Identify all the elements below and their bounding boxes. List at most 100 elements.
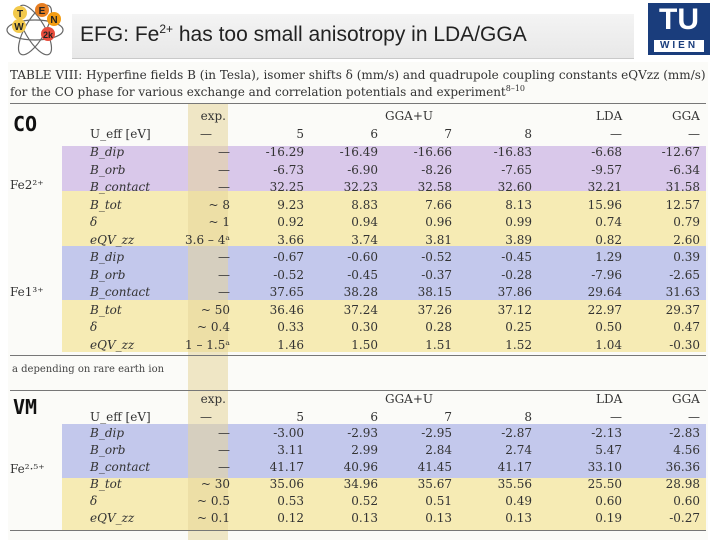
co-phase-label: CO: [13, 112, 38, 136]
co-row-value: -9.57: [591, 162, 622, 177]
vm-row-value: 40.96: [343, 460, 378, 474]
co-row-value: 38.15: [417, 285, 452, 299]
title-bar: EFG: Fe2+ has too small anisotropy in LD…: [72, 14, 634, 59]
vm-row-value: 41.17: [269, 460, 304, 474]
co-row-label: B_dip: [90, 250, 125, 264]
vm-row-value: -2.93: [347, 426, 378, 440]
co-row-label: eQV_zz: [90, 232, 135, 247]
vm-row-label: B_contact: [90, 460, 151, 474]
co-row-value: 0.92: [277, 215, 304, 229]
co-row-label: δ: [90, 215, 98, 229]
co-row-label: B_contact: [90, 180, 151, 194]
tu-logo-text: TU: [659, 3, 699, 36]
vm-total-band: [62, 478, 706, 530]
co-row-value: 3.66: [277, 232, 304, 247]
co-row-value: 0.33: [277, 320, 304, 334]
vm-row-value: 5.47: [595, 443, 622, 457]
vm-header-gga-u: GGA+U: [385, 392, 434, 406]
vm-row-value: 0.19: [595, 511, 622, 525]
wien2k-atom-logo: T E N W 2k: [6, 3, 64, 56]
co-row-value: -2.65: [669, 267, 700, 282]
co-fe1-orbital-band: [62, 246, 706, 300]
vm-row-label: B_tot: [90, 477, 122, 491]
vm-header-lda: LDA: [596, 392, 623, 406]
vm-row-value: 0.51: [425, 494, 452, 508]
vm-orbital-band: [62, 424, 706, 478]
co-header-gga-dash: —: [688, 127, 700, 141]
vm-row-label: B_orb: [90, 443, 126, 457]
title-prefix: EFG: Fe: [80, 23, 160, 46]
co-header-lda-dash: —: [610, 127, 622, 141]
vm-row-value: -2.13: [591, 426, 622, 440]
title-suffix: has too small anisotropy in LDA/GGA: [173, 23, 527, 46]
co-row-value: 31.58: [665, 180, 700, 194]
co-row-value: 15.96: [587, 197, 622, 212]
vm-row-value: -2.87: [501, 426, 532, 440]
co-row-value: -12.67: [661, 145, 700, 159]
co-row-exp: —: [218, 285, 230, 299]
co-row-exp: ~ 1: [208, 215, 230, 229]
vm-row-value: 0.49: [505, 494, 532, 508]
table-caption: TABLE VIII: Hyperfine fields B (in Tesla…: [10, 68, 706, 99]
logo-letter-w: W: [14, 22, 24, 33]
vm-row-exp: —: [218, 460, 230, 474]
vm-row-value: 0.13: [425, 511, 452, 525]
vm-row-value: 41.17: [497, 460, 532, 474]
vm-row-value: 3.11: [277, 443, 304, 457]
co-header-gga: GGA: [672, 109, 700, 123]
vm-row-value: 28.98: [665, 477, 700, 491]
co-row-value: 8.13: [505, 197, 532, 212]
co-row-label: B_orb: [90, 267, 126, 282]
vm-header-ueff: U_eff [eV]: [90, 410, 151, 424]
co-row-value: 32.21: [587, 180, 622, 194]
co-row-label: eQV_zz: [90, 337, 135, 352]
slide-title: EFG: Fe2+ has too small anisotropy in LD…: [80, 22, 527, 47]
experiment-column-highlight: [188, 104, 228, 540]
footnote: a depending on rare earth ion: [12, 364, 165, 375]
co-row-value: 3.81: [425, 232, 452, 247]
co-row-value: -6.68: [591, 145, 622, 159]
co-row-value: 1.04: [595, 337, 622, 352]
co-row-value: -16.29: [265, 145, 304, 159]
co-row-value: 7.66: [425, 197, 452, 212]
vm-row-exp: ~ 0.1: [197, 511, 230, 525]
co-group-fe2: Fe2²⁺: [10, 178, 44, 192]
co-header-u-8: 8: [524, 127, 532, 141]
vm-header-u-5: 5: [296, 410, 304, 424]
vm-row-value: 0.13: [351, 511, 378, 525]
co-row-value: -0.37: [421, 267, 452, 282]
vm-row-value: 33.10: [587, 460, 622, 474]
vm-top-rule: [10, 390, 706, 391]
co-row-value: -16.66: [413, 145, 452, 159]
co-fe1-total-band: [62, 300, 706, 352]
co-row-value: -7.96: [591, 267, 622, 282]
co-row-value: 32.25: [269, 180, 304, 194]
co-row-value: -0.67: [273, 250, 304, 264]
vm-row-value: -0.27: [669, 511, 700, 525]
co-row-exp: ~ 8: [208, 197, 230, 212]
co-header-gga-u: GGA+U: [385, 109, 434, 123]
co-row-value: 3.74: [351, 232, 378, 247]
vm-header-u-8: 8: [524, 410, 532, 424]
title-charge: 2+: [159, 22, 174, 36]
vm-row-label: δ: [90, 494, 98, 508]
co-row-value: 0.94: [351, 215, 378, 229]
co-row-value: 37.12: [497, 302, 532, 317]
co-row-exp: 1 – 1.5ᵃ: [185, 337, 230, 352]
logo-letter-t: T: [17, 9, 23, 20]
vm-header-gga-dash: —: [688, 410, 700, 424]
co-row-value: 0.96: [425, 215, 452, 229]
caption-ref: 8–10: [505, 84, 526, 93]
co-row-value: -6.34: [669, 162, 700, 177]
vm-row-exp: ~ 30: [200, 477, 230, 491]
co-row-value: -16.83: [493, 145, 532, 159]
co-row-value: 12.57: [665, 197, 700, 212]
co-row-value: 29.64: [587, 285, 622, 299]
co-row-value: 29.37: [665, 302, 700, 317]
vm-row-value: 2.84: [425, 443, 452, 457]
co-row-exp: —: [218, 250, 230, 264]
co-row-exp: —: [218, 145, 230, 159]
co-row-exp: ~ 0.4: [197, 320, 230, 334]
co-bottom-rule: [10, 355, 706, 356]
co-row-value: 8.83: [351, 197, 378, 212]
